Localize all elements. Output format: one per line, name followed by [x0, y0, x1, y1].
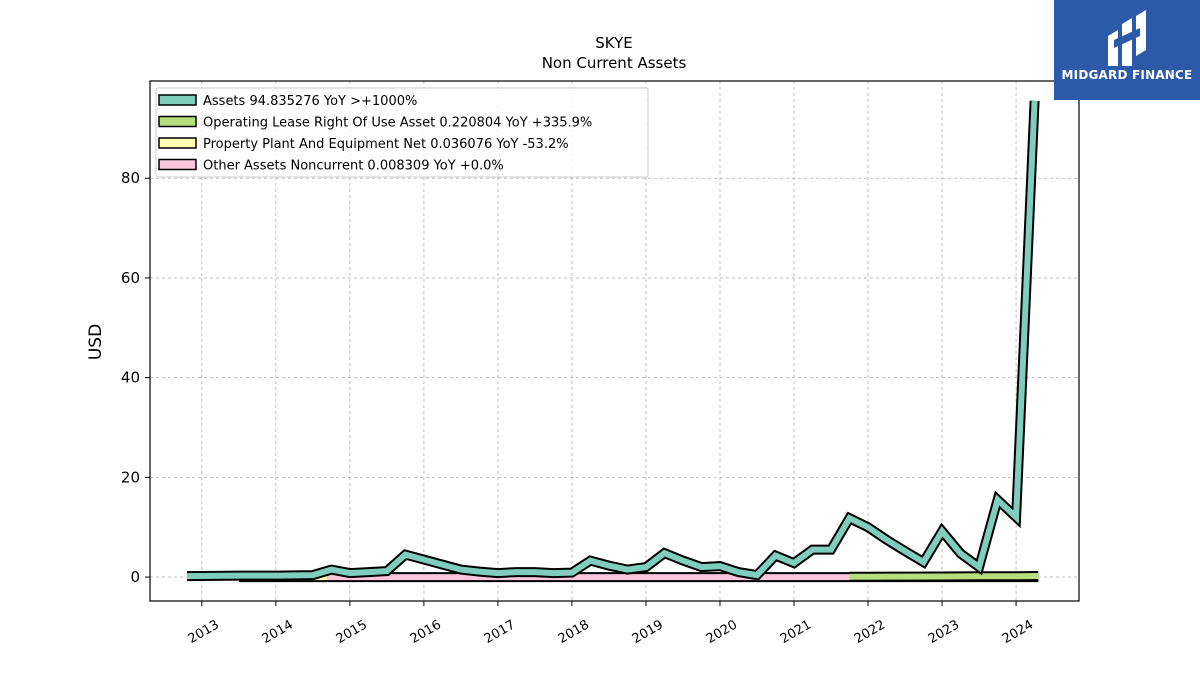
x-tick-label: 2015 — [334, 617, 370, 647]
x-tick-label: 2019 — [630, 617, 666, 647]
x-tick-label: 2013 — [186, 617, 222, 647]
series-1 — [849, 571, 1039, 582]
series-line — [849, 573, 1039, 580]
legend-label: Property Plant And Equipment Net 0.03607… — [203, 137, 569, 152]
x-tick-label: 2023 — [926, 617, 962, 647]
x-tick-label: 2020 — [704, 617, 740, 647]
legend-label: Operating Lease Right Of Use Asset 0.220… — [203, 116, 592, 131]
series-group — [186, 100, 1040, 583]
logo-mark-icon — [1108, 10, 1146, 66]
legend-swatch — [158, 94, 197, 106]
legend-label: Assets 94.835276 YoY >+1000% — [203, 94, 417, 109]
logo-text: MIDGARD FINANCE — [1061, 68, 1193, 82]
legend-label: Other Assets Noncurrent 0.008309 YoY +0.… — [203, 159, 504, 174]
legend-swatch — [158, 158, 197, 171]
series-line — [186, 100, 1038, 580]
legend-box — [155, 87, 649, 178]
y-axis-label: USD — [86, 324, 106, 360]
chart-title: SKYE — [595, 34, 632, 52]
x-tick-label: 2014 — [260, 617, 296, 647]
y-tick-label: 80 — [121, 169, 140, 187]
y-tick-label: 0 — [130, 568, 140, 586]
chart-subtitle: Non Current Assets — [542, 54, 687, 72]
legend-swatch — [158, 137, 197, 149]
series-0 — [186, 100, 1040, 582]
y-tick-label: 40 — [121, 369, 140, 387]
x-tick-label: 2022 — [852, 617, 888, 647]
x-tick-label: 2018 — [556, 617, 592, 647]
x-tick-label: 2024 — [1000, 617, 1036, 647]
y-tick-label: 20 — [121, 468, 140, 486]
brand-logo: MIDGARD FINANCE — [1054, 0, 1200, 100]
x-tick-label: 2021 — [778, 617, 814, 647]
legend: Assets 94.835276 YoY >+1000% Operating Le… — [155, 87, 649, 178]
x-tick-label: 2016 — [408, 617, 444, 647]
y-tick-label: 60 — [121, 269, 140, 287]
plot-frame — [149, 80, 1080, 602]
x-tick-label: 2017 — [482, 617, 518, 647]
legend-swatch — [158, 115, 197, 128]
